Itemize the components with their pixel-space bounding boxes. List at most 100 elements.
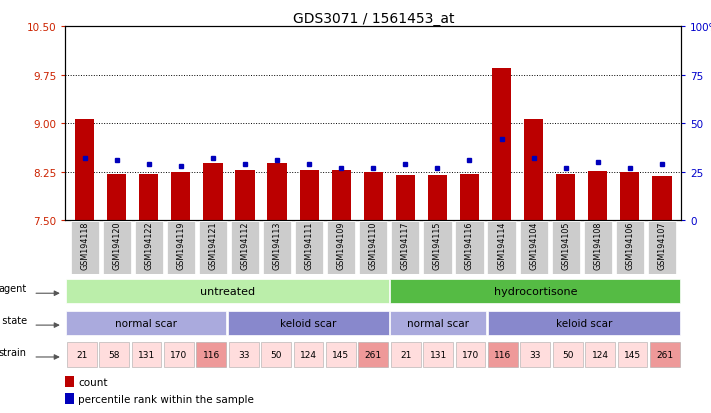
FancyBboxPatch shape [455, 221, 483, 274]
Bar [492, 69, 511, 221]
Bar [235, 171, 255, 221]
Bar [171, 173, 191, 221]
Bar [588, 171, 607, 221]
FancyBboxPatch shape [229, 343, 259, 367]
Text: agent: agent [0, 284, 27, 294]
FancyBboxPatch shape [391, 343, 421, 367]
FancyBboxPatch shape [552, 221, 579, 274]
Text: normal scar: normal scar [115, 318, 178, 328]
FancyBboxPatch shape [67, 343, 97, 367]
Text: normal scar: normal scar [407, 318, 469, 328]
Text: 21: 21 [76, 351, 87, 359]
FancyBboxPatch shape [520, 343, 550, 367]
Text: GSM194113: GSM194113 [272, 221, 282, 269]
FancyBboxPatch shape [358, 343, 388, 367]
Text: keloid scar: keloid scar [556, 318, 612, 328]
Bar [65, 376, 74, 387]
Text: GSM194122: GSM194122 [144, 221, 154, 269]
Text: 170: 170 [462, 351, 479, 359]
Text: disease state: disease state [0, 316, 27, 325]
FancyBboxPatch shape [294, 343, 324, 367]
Text: 116: 116 [203, 351, 220, 359]
FancyBboxPatch shape [199, 221, 227, 274]
FancyBboxPatch shape [456, 343, 486, 367]
Bar [460, 174, 479, 221]
Text: GSM194119: GSM194119 [176, 221, 186, 269]
Text: hydrocortisone: hydrocortisone [493, 286, 577, 297]
FancyBboxPatch shape [390, 311, 486, 335]
Bar [267, 164, 287, 221]
FancyBboxPatch shape [618, 343, 648, 367]
Text: 50: 50 [562, 351, 574, 359]
Text: GSM194111: GSM194111 [304, 221, 314, 269]
FancyBboxPatch shape [99, 343, 129, 367]
FancyBboxPatch shape [196, 343, 226, 367]
Text: GSM194109: GSM194109 [337, 221, 346, 269]
Text: GSM194108: GSM194108 [593, 221, 602, 269]
FancyBboxPatch shape [261, 343, 291, 367]
Bar [139, 174, 159, 221]
Text: percentile rank within the sample: percentile rank within the sample [78, 394, 254, 404]
Text: 33: 33 [530, 351, 541, 359]
FancyBboxPatch shape [102, 221, 131, 274]
FancyBboxPatch shape [553, 343, 582, 367]
Bar [524, 119, 543, 221]
Text: count: count [78, 377, 107, 387]
FancyBboxPatch shape [616, 221, 644, 274]
FancyBboxPatch shape [167, 221, 195, 274]
FancyBboxPatch shape [423, 221, 451, 274]
FancyBboxPatch shape [66, 279, 388, 304]
Text: GSM194106: GSM194106 [626, 221, 634, 269]
Bar [75, 119, 95, 221]
FancyBboxPatch shape [326, 343, 356, 367]
FancyBboxPatch shape [391, 221, 419, 274]
FancyBboxPatch shape [263, 221, 292, 274]
Bar [65, 393, 74, 404]
Text: untreated: untreated [200, 286, 255, 297]
FancyBboxPatch shape [648, 221, 676, 274]
FancyBboxPatch shape [359, 221, 387, 274]
FancyBboxPatch shape [520, 221, 547, 274]
Bar [299, 171, 319, 221]
Text: GSM194112: GSM194112 [240, 221, 250, 269]
Text: 58: 58 [108, 351, 119, 359]
Text: 124: 124 [300, 351, 317, 359]
Text: GSM194105: GSM194105 [561, 221, 570, 269]
Text: 261: 261 [656, 351, 673, 359]
FancyBboxPatch shape [70, 221, 99, 274]
Title: GDS3071 / 1561453_at: GDS3071 / 1561453_at [292, 12, 454, 26]
Text: 145: 145 [624, 351, 641, 359]
FancyBboxPatch shape [585, 343, 615, 367]
Text: 50: 50 [270, 351, 282, 359]
Bar [203, 164, 223, 221]
Bar [428, 176, 447, 221]
FancyBboxPatch shape [164, 343, 193, 367]
Bar [331, 171, 351, 221]
Text: GSM194110: GSM194110 [369, 221, 378, 269]
FancyBboxPatch shape [423, 343, 453, 367]
FancyBboxPatch shape [488, 221, 515, 274]
Text: GSM194117: GSM194117 [401, 221, 410, 269]
Text: 131: 131 [429, 351, 447, 359]
Text: GSM194121: GSM194121 [208, 221, 218, 269]
Text: 116: 116 [494, 351, 511, 359]
FancyBboxPatch shape [650, 343, 680, 367]
FancyBboxPatch shape [488, 311, 680, 335]
FancyBboxPatch shape [66, 311, 227, 335]
Text: GSM194116: GSM194116 [465, 221, 474, 269]
Text: 21: 21 [400, 351, 412, 359]
Bar [620, 173, 639, 221]
Text: GSM194104: GSM194104 [529, 221, 538, 269]
FancyBboxPatch shape [228, 311, 388, 335]
Text: GSM194114: GSM194114 [497, 221, 506, 269]
Bar [652, 177, 671, 221]
Text: 124: 124 [592, 351, 609, 359]
Text: GSM194120: GSM194120 [112, 221, 121, 269]
Bar [396, 176, 415, 221]
FancyBboxPatch shape [584, 221, 612, 274]
Text: 131: 131 [138, 351, 155, 359]
Text: GSM194118: GSM194118 [80, 221, 89, 269]
Text: keloid scar: keloid scar [280, 318, 336, 328]
FancyBboxPatch shape [134, 221, 163, 274]
Bar [363, 173, 383, 221]
